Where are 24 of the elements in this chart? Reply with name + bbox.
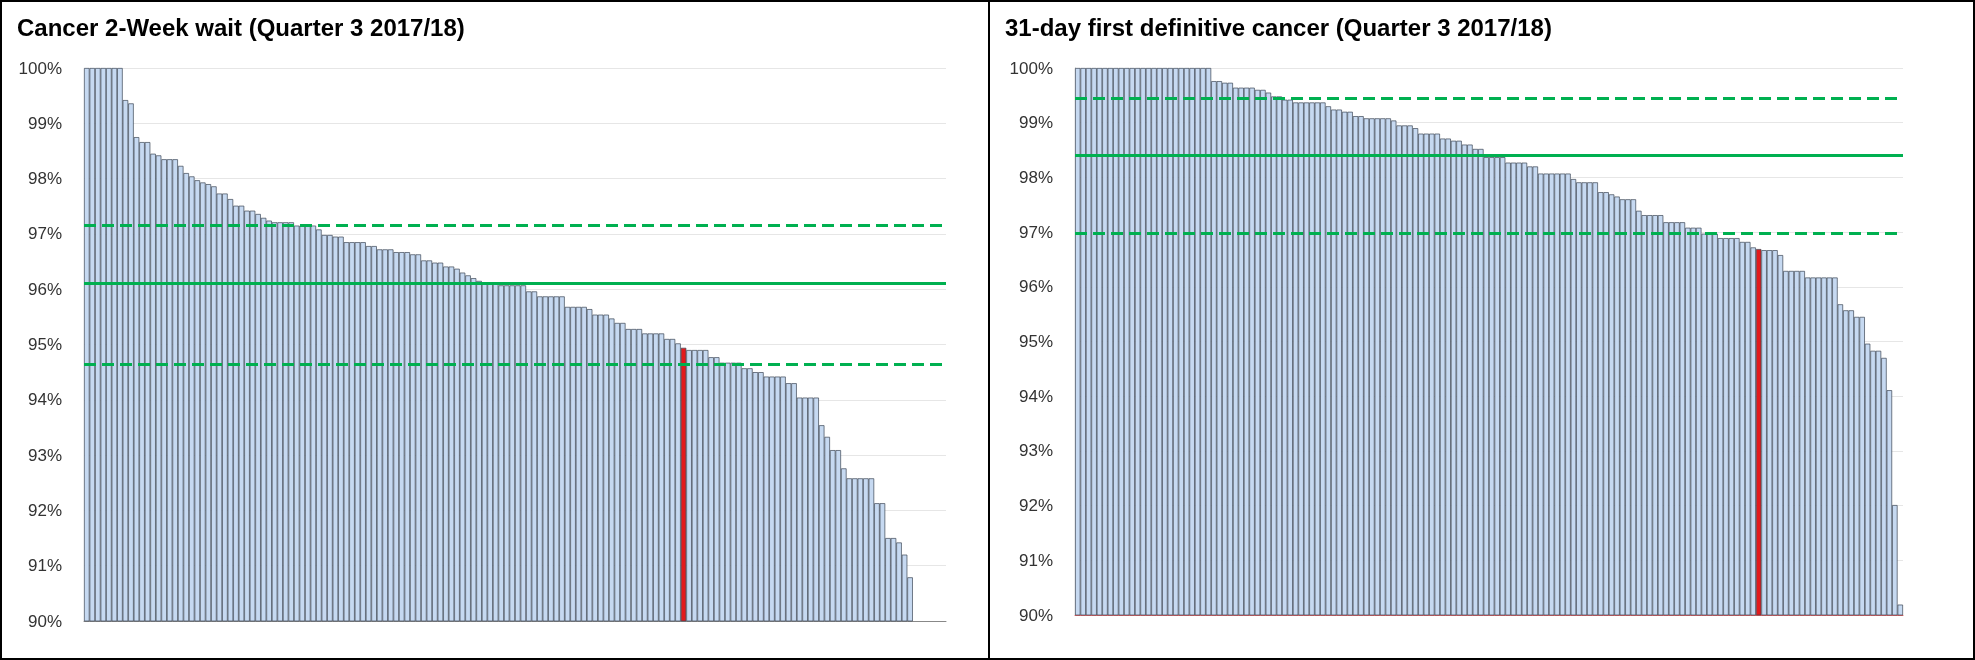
y-tick-label: 99% (27, 113, 62, 133)
y-tick-label: 100% (18, 58, 62, 78)
chart-title: Cancer 2-Week wait (Quarter 3 2017/18) (17, 13, 465, 41)
y-tick-label: 100% (1009, 58, 1053, 78)
y-tick-label: 98% (1018, 167, 1053, 187)
y-tick-label: 95% (27, 335, 62, 354)
y-tick-label: 90% (1018, 605, 1053, 625)
y-tick-label: 97% (27, 224, 62, 244)
y-tick-label: 96% (1018, 277, 1053, 297)
y-tick-label: 98% (27, 169, 62, 189)
y-tick-label: 96% (27, 279, 62, 299)
y-tick-label: 92% (27, 500, 62, 520)
y-tick-label: 94% (27, 390, 62, 410)
y-tick-label: 91% (27, 556, 62, 576)
y-tick-label: 97% (1018, 222, 1053, 242)
y-tick-label: 93% (27, 445, 62, 465)
y-tick-label: 95% (1018, 332, 1053, 351)
chart-title: 31-day first definitive cancer (Quarter 3 2017/18) (1005, 13, 1552, 41)
y-tick-label: 94% (1018, 386, 1053, 406)
y-tick-label: 92% (1018, 496, 1053, 516)
y-tick-label: 91% (1018, 550, 1053, 570)
y-tick-label: 90% (27, 611, 62, 631)
y-tick-label: 93% (1018, 441, 1053, 461)
y-tick-label: 99% (1018, 113, 1053, 133)
